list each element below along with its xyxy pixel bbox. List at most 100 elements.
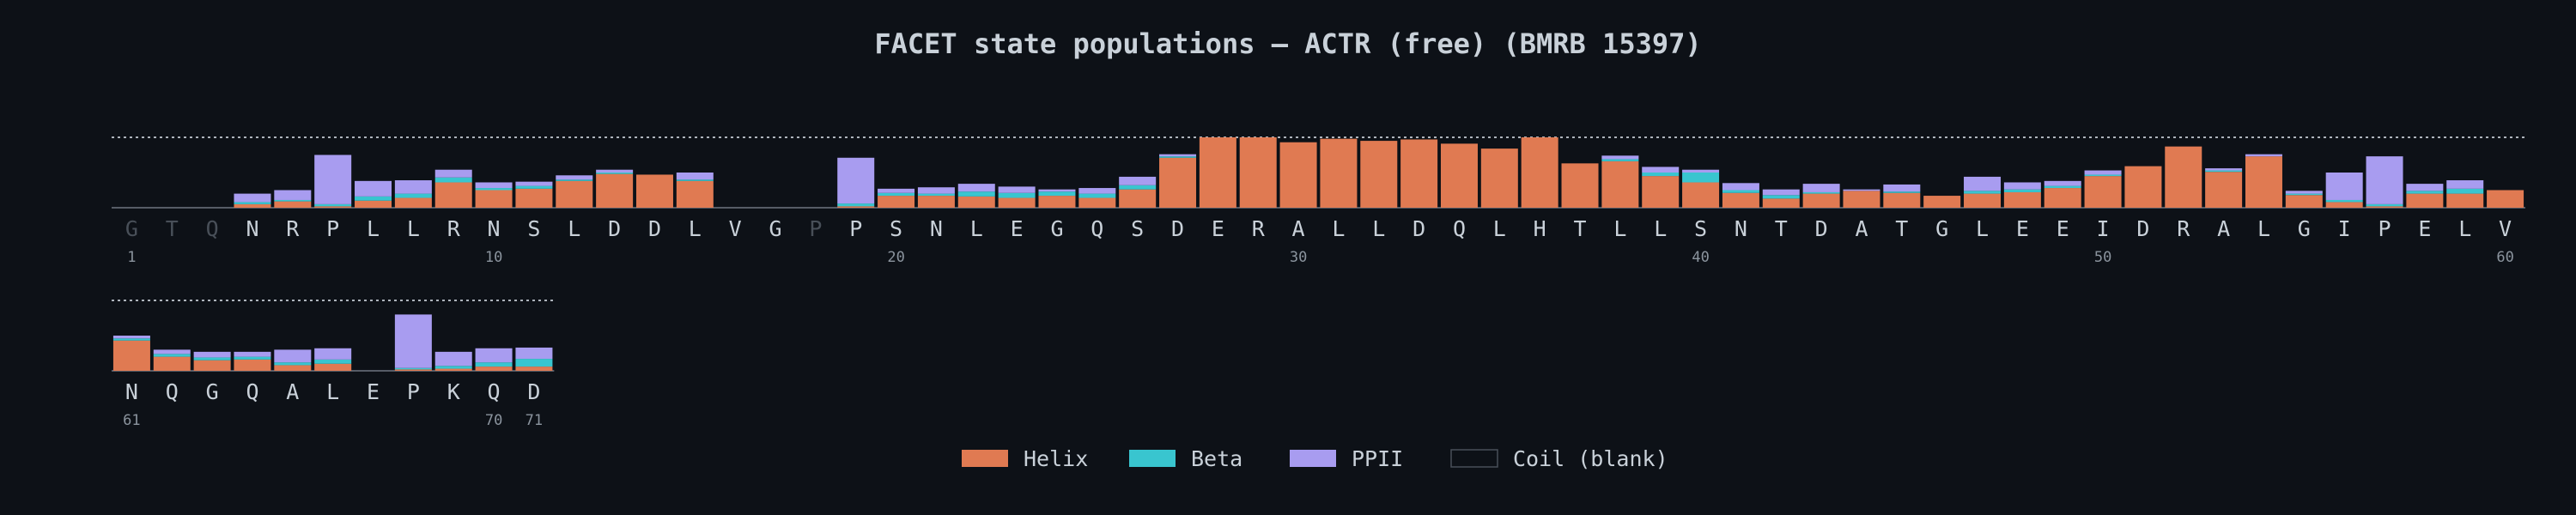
residue-label-58: E xyxy=(2418,216,2431,241)
ppii-bar-54 xyxy=(2245,154,2282,157)
ppii-bar-42 xyxy=(1762,189,1800,196)
residue-label-66: L xyxy=(326,379,339,404)
beta-bar-59 xyxy=(2446,188,2484,194)
helix-bar-63 xyxy=(193,360,231,371)
helix-bar-65 xyxy=(274,365,312,371)
beta-bar-24 xyxy=(1038,191,1076,197)
beta-bar-15 xyxy=(676,179,714,181)
ppii-bar-4 xyxy=(234,193,271,203)
helix-bar-41 xyxy=(1722,192,1759,208)
residue-label-51: D xyxy=(2136,216,2149,241)
helix-bar-48 xyxy=(2003,191,2041,208)
beta-bar-47 xyxy=(1964,191,2002,194)
legend-swatch-beta xyxy=(1129,450,1176,467)
helix-bar-40 xyxy=(1682,182,1720,208)
residue-number-40: 40 xyxy=(1692,249,1709,266)
residue-label-62: Q xyxy=(166,379,179,404)
helix-bar-34 xyxy=(1440,143,1478,208)
beta-bar-27 xyxy=(1159,156,1197,158)
beta-bar-8 xyxy=(394,193,432,198)
helix-bar-47 xyxy=(1964,193,2002,208)
legend-swatch-helix xyxy=(962,450,1008,467)
beta-bar-71 xyxy=(515,359,553,367)
residue-label-46: G xyxy=(1935,216,1948,241)
helix-bar-46 xyxy=(1923,196,1961,208)
beta-bar-19 xyxy=(837,203,875,207)
ppii-bar-40 xyxy=(1682,169,1720,173)
ppii-bar-70 xyxy=(475,348,513,363)
beta-bar-45 xyxy=(1883,191,1921,193)
residue-label-24: G xyxy=(1050,216,1063,241)
residue-number-61: 61 xyxy=(123,412,140,429)
helix-bar-39 xyxy=(1642,176,1680,208)
residue-label-1: G xyxy=(125,216,138,241)
beta-bar-58 xyxy=(2406,191,2444,194)
ppii-bar-27 xyxy=(1159,154,1197,157)
helix-bar-7 xyxy=(355,200,392,208)
residue-label-53: A xyxy=(2217,216,2230,241)
residue-label-41: N xyxy=(1735,216,1747,241)
residue-label-64: Q xyxy=(246,379,258,404)
helix-bar-12 xyxy=(556,180,593,208)
residue-label-48: E xyxy=(2016,216,2029,241)
ppii-bar-7 xyxy=(355,180,392,197)
legend-item-coil: Coil (blank) xyxy=(1450,446,1668,471)
helix-bar-27 xyxy=(1159,157,1197,208)
residue-label-7: L xyxy=(367,216,380,241)
ppii-bar-49 xyxy=(2044,180,2081,186)
beta-bar-70 xyxy=(475,362,513,367)
residue-label-4: N xyxy=(246,216,258,241)
ppii-bar-20 xyxy=(878,188,915,193)
ppii-bar-57 xyxy=(2366,156,2403,204)
residue-label-42: T xyxy=(1775,216,1788,241)
helix-bar-13 xyxy=(596,173,634,208)
residue-label-36: H xyxy=(1534,216,1546,241)
beta-bar-22 xyxy=(957,191,995,197)
helix-bar-51 xyxy=(2124,166,2162,208)
residue-label-55: G xyxy=(2298,216,2311,241)
residue-label-27: D xyxy=(1171,216,1184,241)
residue-label-65: A xyxy=(286,379,299,404)
helix-bar-42 xyxy=(1762,198,1800,208)
beta-bar-25 xyxy=(1078,193,1116,198)
helix-bar-31 xyxy=(1320,138,1358,208)
helix-bar-61 xyxy=(112,340,150,371)
ppii-bar-23 xyxy=(998,186,1036,193)
ppii-bar-26 xyxy=(1119,176,1157,185)
beta-bar-21 xyxy=(917,193,955,197)
residue-label-63: G xyxy=(206,379,219,404)
residue-number-50: 50 xyxy=(2094,249,2111,266)
helix-bar-49 xyxy=(2044,188,2081,208)
beta-bar-38 xyxy=(1601,159,1639,161)
beta-bar-66 xyxy=(314,359,352,364)
residue-label-67: E xyxy=(367,379,380,404)
helix-bar-71 xyxy=(515,367,553,371)
residue-label-52: R xyxy=(2177,216,2190,241)
helix-bar-37 xyxy=(1561,163,1599,208)
helix-bar-45 xyxy=(1883,192,1921,208)
residue-label-45: T xyxy=(1895,216,1908,241)
beta-bar-56 xyxy=(2325,199,2363,203)
legend-label-ppii: PPII xyxy=(1352,446,1403,471)
helix-bar-30 xyxy=(1279,142,1317,208)
ppii-bar-44 xyxy=(1843,189,1880,191)
ppii-bar-59 xyxy=(2446,180,2484,189)
residue-label-20: S xyxy=(890,216,902,241)
residue-label-59: L xyxy=(2458,216,2471,241)
residue-label-5: R xyxy=(286,216,300,241)
residue-label-33: D xyxy=(1413,216,1425,241)
residue-label-47: L xyxy=(1976,216,1989,241)
residue-number-10: 10 xyxy=(485,249,502,266)
helix-bar-57 xyxy=(2366,206,2403,208)
helix-bar-23 xyxy=(998,197,1036,208)
chart-title: FACET state populations — ACTR (free) (B… xyxy=(874,27,1701,60)
helix-bar-19 xyxy=(837,206,875,208)
ppii-bar-9 xyxy=(434,169,472,178)
residue-label-6: P xyxy=(326,216,339,241)
chart-rows: G 1 T Q N R P L L R N 10 S L D D L V G P P S 20 N L E G Q S D E R A 30 L L D… xyxy=(112,136,2525,429)
beta-bar-7 xyxy=(355,196,392,201)
helix-bar-53 xyxy=(2205,172,2243,208)
helix-bar-24 xyxy=(1038,196,1076,208)
residue-label-2: T xyxy=(166,216,179,241)
residue-label-49: E xyxy=(2057,216,2069,241)
